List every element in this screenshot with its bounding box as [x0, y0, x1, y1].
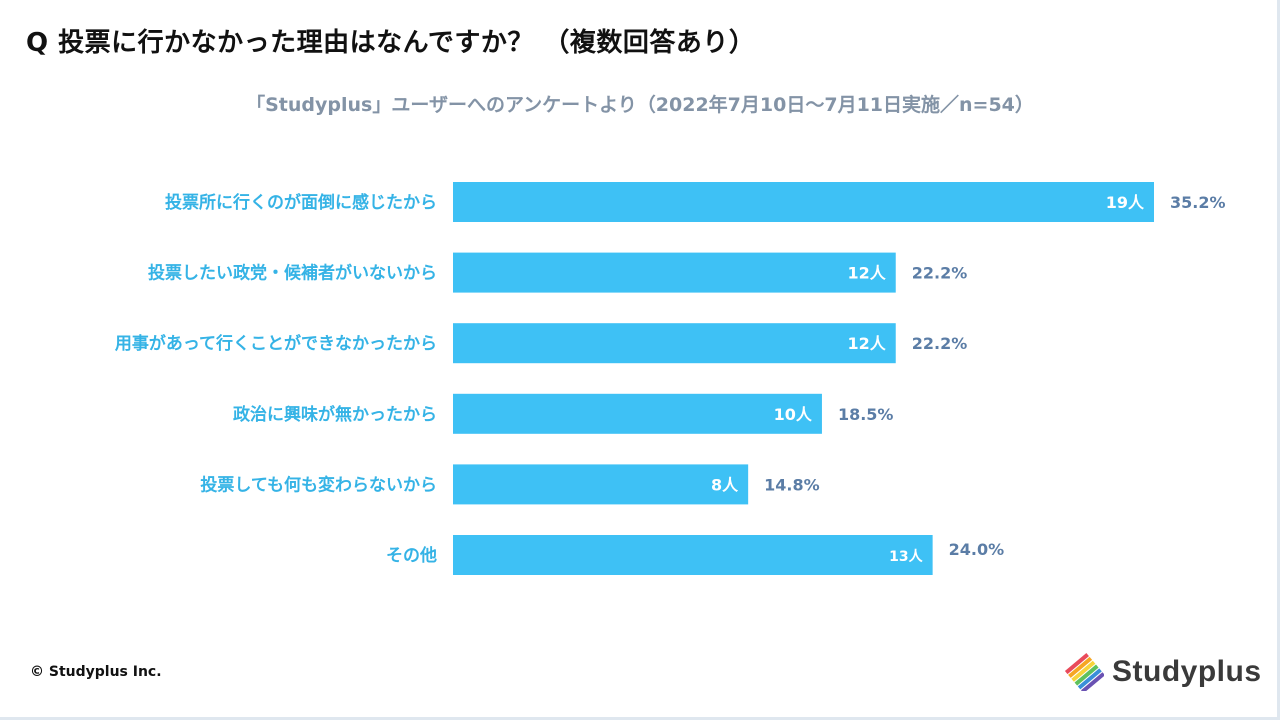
category-label: その他: [386, 545, 437, 566]
bar-value-label: 19人: [1106, 193, 1145, 212]
category-label: 政治に興味が無かったから: [233, 404, 437, 425]
bar-5: [453, 535, 933, 575]
bar-1: [453, 252, 896, 293]
bar-3: [453, 393, 822, 434]
percent-label: 35.2%: [1170, 193, 1226, 212]
percent-label: 22.2%: [912, 334, 968, 353]
category-label: 投票所に行くのが面倒に感じたから: [165, 192, 437, 213]
category-label: 投票したい政党・候補者がいないから: [148, 263, 437, 284]
percent-label: 24.0%: [949, 540, 1005, 559]
brand-name: Studyplus: [1112, 655, 1262, 688]
bar-4: [453, 464, 749, 505]
chart-subtitle: 「Studyplus」ユーザーへのアンケートより（2022年7月10日～7月11…: [246, 94, 1034, 116]
bar-value-label: 12人: [847, 334, 886, 353]
category-label: 投票しても何も変わらないから: [200, 474, 437, 495]
bar-2: [453, 323, 896, 364]
copyright-text: © Studyplus Inc.: [30, 664, 162, 680]
percent-label: 14.8%: [764, 475, 820, 494]
bar-value-label: 13人: [889, 548, 923, 565]
bar-value-label: 8人: [711, 475, 739, 494]
studyplus-logo-icon: [1064, 653, 1104, 691]
percent-label: 22.2%: [912, 264, 968, 283]
category-label: 用事があって行くことができなかったから: [115, 333, 437, 354]
bar-value-label: 10人: [774, 405, 813, 424]
brand-logo: Studyplus: [1064, 650, 1262, 694]
bar-value-label: 12人: [847, 264, 886, 283]
chart-title: Q 投票に行かなかった理由はなんですか？ （複数回答あり）: [26, 28, 756, 58]
bar-0: [453, 182, 1154, 222]
percent-label: 18.5%: [838, 405, 894, 424]
